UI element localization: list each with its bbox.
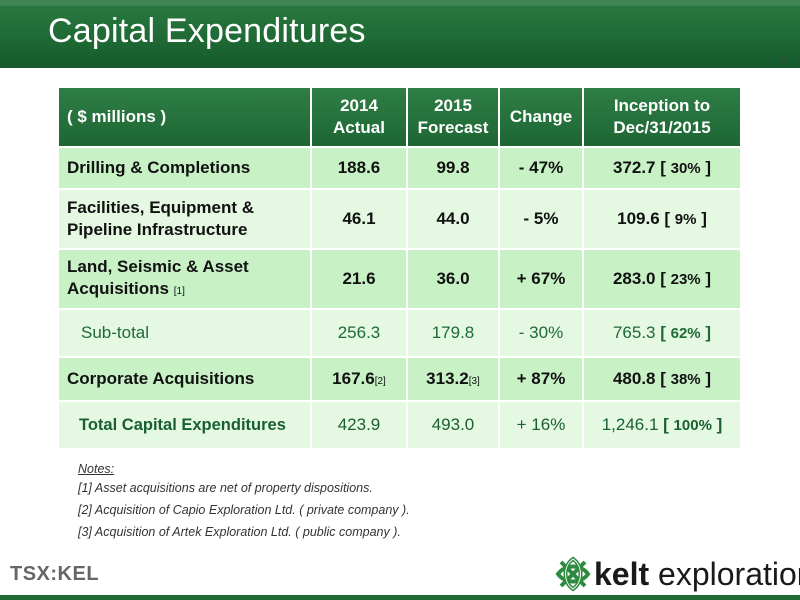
capex-table: ( $ millions ) 2014 Actual 2015 Forecast C… — [59, 88, 740, 448]
cell-2015-value: 313.2 — [426, 369, 469, 388]
cell-inception: 480.8 [ 38% ] — [584, 356, 740, 400]
cell-2015: 99.8 — [408, 146, 500, 188]
table-row: Facilities, Equipment & Pipeline Infrastr… — [59, 188, 740, 248]
notes-heading: Notes: — [78, 462, 115, 476]
row-label-line2: Acquisitions — [67, 278, 170, 298]
cell-2014: 46.1 — [312, 188, 408, 248]
row-label-line2: Pipeline Infrastructure — [67, 220, 248, 239]
header-2014-actual: 2014 Actual — [312, 88, 408, 146]
header-2015-line2: Forecast — [417, 118, 489, 137]
inception-percent: 9% — [674, 211, 697, 228]
row-label: Corporate Acquisitions — [59, 356, 312, 400]
header-2014-line1: 2014 — [340, 96, 378, 115]
footnote-ref: [3] — [468, 376, 480, 387]
capex-table-wrapper: ( $ millions ) 2014 Actual 2015 Forecast C… — [59, 88, 740, 448]
note-item: [1] Asset acquisitions are net of proper… — [78, 481, 373, 495]
logo-rest-text: exploration — [649, 556, 800, 592]
inception-percent: 23% — [670, 271, 701, 288]
header-units: ( $ millions ) — [59, 88, 312, 146]
row-label: Drilling & Completions — [59, 146, 312, 188]
inception-percent: 62% — [670, 325, 701, 342]
company-logo-text: kelt exploration — [594, 556, 800, 593]
title-bar: Capital Expenditures — [0, 0, 800, 68]
cell-2015: 44.0 — [408, 188, 500, 248]
cell-2014: 167.6[2] — [312, 356, 408, 400]
total-row: Total Capital Expenditures 423.9 493.0 +… — [59, 400, 740, 448]
notes: Notes: [1] Asset acquisitions are net of… — [78, 461, 410, 543]
subtotal-row: Sub-total 256.3 179.8 - 30% 765.3 [ 62% … — [59, 308, 740, 356]
cell-change: - 47% — [500, 146, 584, 188]
cell-2015: 36.0 — [408, 248, 500, 308]
table-row: Corporate Acquisitions 167.6[2] 313.2[3]… — [59, 356, 740, 400]
footnote-ref: [1] — [173, 285, 185, 297]
note-item: [2] Acquisition of Capio Exploration Ltd… — [78, 503, 410, 517]
cell-2015: 493.0 — [408, 400, 500, 448]
cell-change: + 67% — [500, 248, 584, 308]
cell-2015: 179.8 — [408, 308, 500, 356]
row-label: Facilities, Equipment & Pipeline Infrastr… — [59, 188, 312, 248]
cell-2014: 188.6 — [312, 146, 408, 188]
inception-percent: 100% — [673, 417, 712, 434]
logo-knot-svg — [555, 556, 591, 592]
cell-inception: 109.6 [ 9% ] — [584, 188, 740, 248]
cell-2014-value: 167.6 — [332, 369, 375, 388]
cell-inception: 372.7 [ 30% ] — [584, 146, 740, 188]
inception-value: 283.0 — [612, 269, 656, 288]
cell-inception: 283.0 [ 23% ] — [584, 248, 740, 308]
row-label: Sub-total — [59, 308, 312, 356]
cell-2015: 313.2[3] — [408, 356, 500, 400]
inception-percent: 38% — [670, 371, 701, 388]
footer-bar — [0, 595, 800, 600]
header-2014-line2: Actual — [333, 118, 385, 137]
cell-2014: 423.9 — [312, 400, 408, 448]
cell-change: + 87% — [500, 356, 584, 400]
inception-value: 480.8 — [612, 369, 656, 388]
note-item: [3] Acquisition of Artek Exploration Ltd… — [78, 525, 401, 539]
cell-change: + 16% — [500, 400, 584, 448]
logo-bold-text: kelt — [594, 556, 650, 592]
row-label-line1: Land, Seismic & Asset — [67, 256, 249, 276]
inception-percent: 30% — [670, 160, 701, 177]
footnote-ref: [2] — [374, 376, 386, 387]
inception-value: 765.3 — [612, 323, 656, 342]
row-label: Land, Seismic & Asset Acquisitions [1] — [59, 248, 312, 308]
header-inception-line2: Dec/31/2015 — [613, 118, 711, 137]
header-inception: Inception to Dec/31/2015 — [584, 88, 740, 146]
header-2015-line1: 2015 — [434, 96, 472, 115]
header-2015-forecast: 2015 Forecast — [408, 88, 500, 146]
cell-change: - 30% — [500, 308, 584, 356]
cell-2014: 256.3 — [312, 308, 408, 356]
cell-inception: 765.3 [ 62% ] — [584, 308, 740, 356]
table-row: Drilling & Completions 188.6 99.8 - 47% … — [59, 146, 740, 188]
page-number: 4 — [780, 55, 786, 66]
table-header-row: ( $ millions ) 2014 Actual 2015 Forecast C… — [59, 88, 740, 146]
inception-value: 1,246.1 — [601, 415, 659, 434]
cell-inception: 1,246.1 [ 100% ] — [584, 400, 740, 448]
cell-2014: 21.6 — [312, 248, 408, 308]
inception-value: 372.7 — [612, 158, 656, 177]
header-inception-line1: Inception to — [613, 96, 711, 115]
slide-title: Capital Expenditures — [48, 12, 366, 50]
header-change: Change — [500, 88, 584, 146]
title-bar-highlight — [0, 0, 800, 6]
cell-change: - 5% — [500, 188, 584, 248]
row-label-line1: Facilities, Equipment & — [67, 198, 255, 217]
celtic-knot-icon — [555, 556, 591, 597]
ticker-symbol: TSX:KEL — [10, 563, 100, 585]
row-label: Total Capital Expenditures — [59, 400, 312, 448]
inception-value: 109.6 — [617, 209, 660, 228]
table-row: Land, Seismic & Asset Acquisitions [1] 21… — [59, 248, 740, 308]
